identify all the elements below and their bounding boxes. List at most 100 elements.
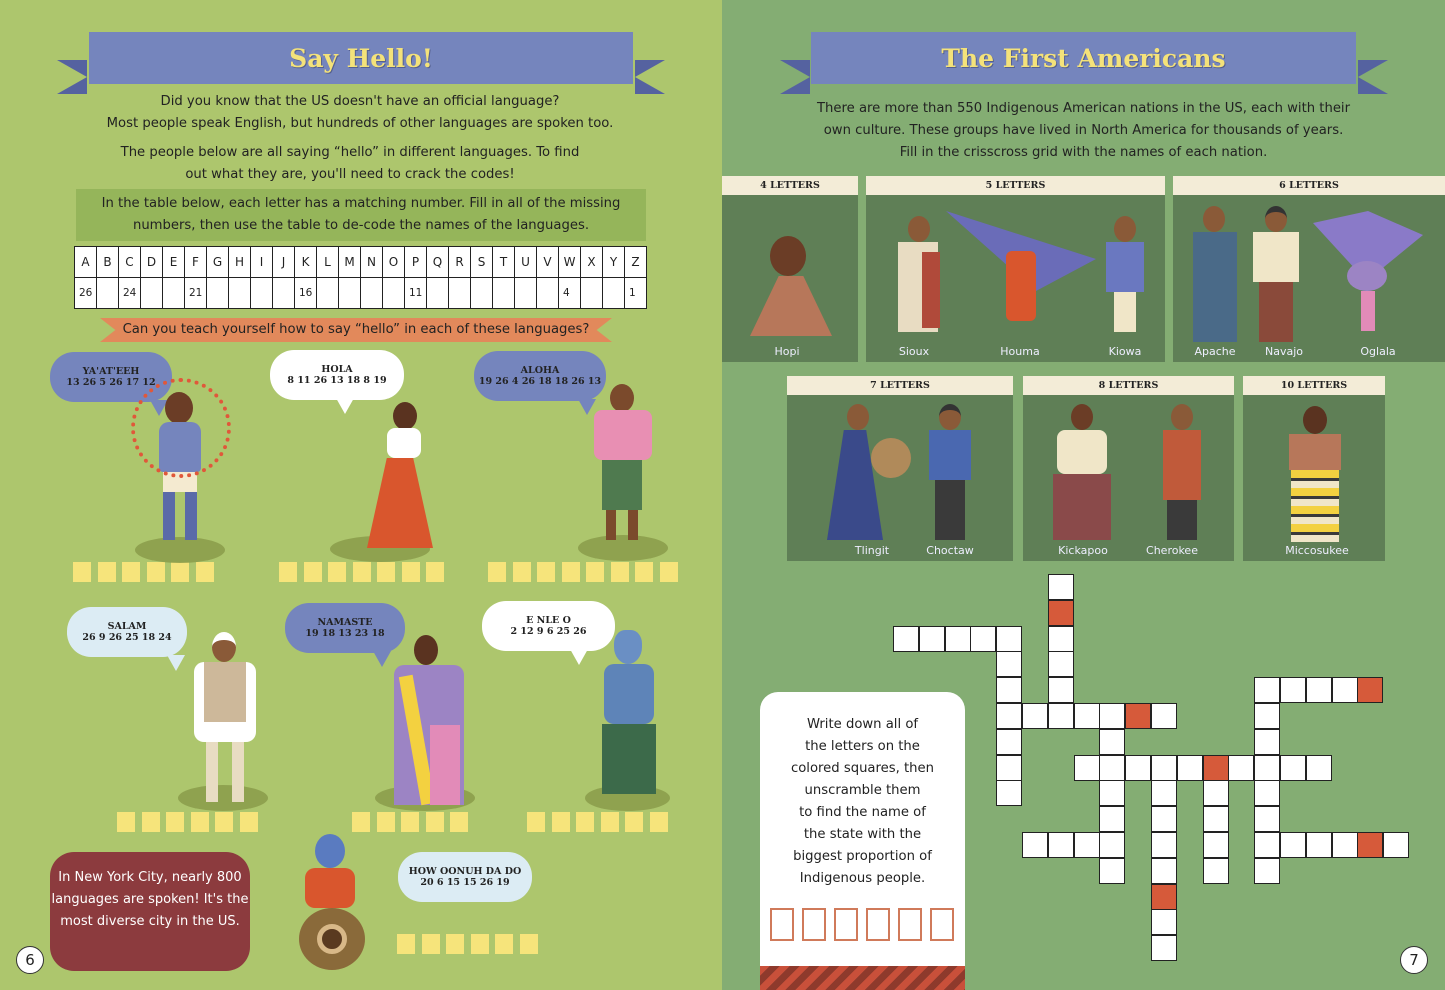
number-cell[interactable] <box>580 277 603 309</box>
state-answer-box[interactable] <box>834 908 858 941</box>
number-cell[interactable]: 21 <box>184 277 207 309</box>
answer-box[interactable] <box>190 812 209 832</box>
crossword-cell[interactable] <box>996 780 1023 807</box>
answer-box[interactable] <box>401 812 419 832</box>
answer-box[interactable] <box>659 562 678 582</box>
crossword-cell[interactable] <box>1151 909 1177 936</box>
crossword-cell-highlighted[interactable] <box>1357 677 1384 704</box>
answer-box[interactable] <box>446 934 464 954</box>
crossword-cell[interactable] <box>918 625 945 652</box>
number-cell[interactable] <box>492 277 515 309</box>
number-cell[interactable] <box>272 277 295 309</box>
crossword-cell[interactable] <box>1047 651 1074 678</box>
state-answer-box[interactable] <box>770 908 794 941</box>
crossword-cell[interactable] <box>893 625 919 652</box>
answer-box[interactable] <box>600 812 619 832</box>
crossword-cell[interactable] <box>1073 754 1100 781</box>
crossword-cell[interactable] <box>1331 832 1358 858</box>
answer-box[interactable] <box>527 812 545 832</box>
state-answer-box[interactable] <box>898 908 922 941</box>
crossword-cell[interactable] <box>1254 806 1281 833</box>
crossword-cell[interactable] <box>1228 754 1255 781</box>
crossword-cell[interactable] <box>1099 832 1126 858</box>
crossword-cell-highlighted[interactable] <box>1047 599 1074 626</box>
number-cell[interactable] <box>470 277 493 309</box>
number-cell[interactable]: 26 <box>74 277 97 309</box>
answer-box[interactable] <box>352 812 370 832</box>
number-cell[interactable]: 1 <box>624 277 647 309</box>
number-cell[interactable]: 4 <box>558 277 581 309</box>
answer-box[interactable] <box>495 934 513 954</box>
crossword-cell[interactable] <box>970 625 997 652</box>
number-cell[interactable] <box>206 277 229 309</box>
crossword-cell[interactable] <box>1047 625 1074 652</box>
crossword-cell[interactable] <box>1047 677 1074 704</box>
crossword-cell[interactable] <box>996 677 1023 704</box>
state-answer-box[interactable] <box>802 908 826 941</box>
answer-boxes[interactable] <box>73 562 214 582</box>
crossword-cell[interactable] <box>1151 935 1177 962</box>
number-cell[interactable] <box>448 277 471 309</box>
crossword-cell[interactable] <box>1125 754 1152 781</box>
crossword-cell[interactable] <box>1099 754 1126 781</box>
answer-boxes[interactable] <box>279 562 444 582</box>
crossword-cell[interactable] <box>1022 703 1048 729</box>
crossword-cell[interactable] <box>1305 832 1332 858</box>
number-cell[interactable] <box>602 277 625 309</box>
crossword-cell[interactable] <box>1099 703 1126 729</box>
answer-box[interactable] <box>551 812 570 832</box>
answer-box[interactable] <box>519 934 538 954</box>
crossword-cell[interactable] <box>1254 780 1281 807</box>
answer-box[interactable] <box>376 812 395 832</box>
crossword-cell[interactable] <box>1099 857 1126 884</box>
number-cell[interactable] <box>162 277 185 309</box>
crossword-cell[interactable] <box>1022 832 1048 858</box>
crossword-cell[interactable] <box>1047 574 1074 600</box>
number-cell[interactable] <box>536 277 559 309</box>
answer-box[interactable] <box>328 562 346 582</box>
crossword-cell[interactable] <box>944 625 971 652</box>
number-cell[interactable] <box>382 277 405 309</box>
number-cell[interactable] <box>316 277 339 309</box>
answer-boxes[interactable] <box>397 934 538 954</box>
answer-box[interactable] <box>488 562 506 582</box>
answer-box[interactable] <box>586 562 604 582</box>
crossword-cell[interactable] <box>996 754 1023 781</box>
answer-box[interactable] <box>635 562 653 582</box>
answer-box[interactable] <box>576 812 594 832</box>
crossword-cell[interactable] <box>1202 857 1229 884</box>
answer-box[interactable] <box>450 812 468 832</box>
crossword-cell[interactable] <box>996 625 1023 652</box>
answer-box[interactable] <box>625 812 643 832</box>
answer-box[interactable] <box>73 562 91 582</box>
answer-box[interactable] <box>352 562 371 582</box>
answer-boxes[interactable] <box>527 812 668 832</box>
answer-box[interactable] <box>239 812 258 832</box>
answer-box[interactable] <box>426 562 444 582</box>
answer-box[interactable] <box>561 562 580 582</box>
answer-box[interactable] <box>421 934 440 954</box>
crossword-cell-highlighted[interactable] <box>1202 754 1229 781</box>
answer-box[interactable] <box>401 562 420 582</box>
crossword-cell[interactable] <box>1151 806 1177 833</box>
number-cell[interactable] <box>140 277 163 309</box>
crossword-cell[interactable] <box>1280 754 1306 781</box>
answer-box[interactable] <box>470 934 489 954</box>
crossword-cell-highlighted[interactable] <box>1357 832 1384 858</box>
number-cell[interactable] <box>228 277 251 309</box>
answer-box[interactable] <box>215 812 233 832</box>
answer-box[interactable] <box>141 812 160 832</box>
crossword-cell[interactable] <box>1280 832 1306 858</box>
number-cell[interactable]: 11 <box>404 277 427 309</box>
answer-box[interactable] <box>397 934 415 954</box>
crossword-cell-highlighted[interactable] <box>1125 703 1152 729</box>
number-cell[interactable]: 16 <box>294 277 317 309</box>
crossword-cell[interactable] <box>1151 703 1177 729</box>
crossword-cell-highlighted[interactable] <box>1151 883 1177 910</box>
crossword-cell[interactable] <box>996 728 1023 755</box>
crossword-cell[interactable] <box>1254 677 1281 704</box>
crossword-cell[interactable] <box>1254 754 1281 781</box>
number-cell[interactable] <box>360 277 383 309</box>
crossword-cell[interactable] <box>1099 806 1126 833</box>
crossword-cell[interactable] <box>1280 677 1306 704</box>
